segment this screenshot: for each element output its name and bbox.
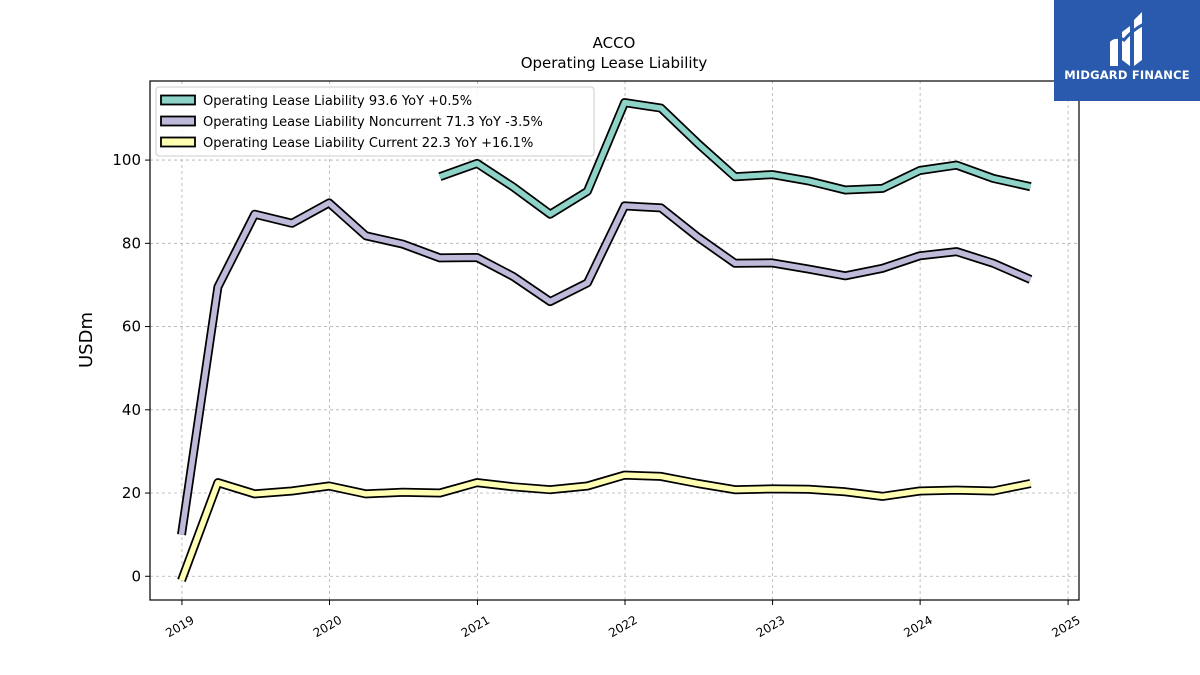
series-line-0 <box>438 99 1032 217</box>
x-tick-label: 2022 <box>606 613 639 640</box>
legend-swatch <box>160 94 196 106</box>
legend-swatch <box>160 115 196 127</box>
plot-frame <box>149 80 1080 601</box>
brand-logo: MIDGARD FINANCE <box>1054 0 1200 101</box>
chart-subtitle: Operating Lease Liability <box>521 54 708 72</box>
legend-label: Operating Lease Liability Current 22.3 Y… <box>203 136 533 151</box>
logo-mark-icon <box>1102 12 1149 66</box>
legend-box <box>155 86 595 157</box>
grid <box>150 81 1079 600</box>
legend: Operating Lease Liability 93.6 YoY +0.5%… <box>155 86 595 157</box>
x-tick-label: 2025 <box>1049 613 1082 640</box>
series-lines <box>177 98 1033 582</box>
x-tick-label: 2023 <box>754 613 787 640</box>
legend-label: Operating Lease Liability 93.6 YoY +0.5% <box>203 94 472 109</box>
y-tick-label: 40 <box>122 401 141 419</box>
series-line-2 <box>178 472 1032 582</box>
logo-text: MIDGARD FINANCE <box>1064 68 1190 82</box>
x-tick-label: 2020 <box>311 613 344 640</box>
axes: 0 20 40 60 80 100 2019 2020 2021 2022 2023 2024 2025 <box>112 151 1082 640</box>
legend-label: Operating Lease Liability Noncurrent 71.… <box>203 115 543 130</box>
y-tick-label: 60 <box>122 318 141 336</box>
x-tick-label: 2019 <box>163 613 196 640</box>
y-tick-label: 80 <box>122 234 141 252</box>
y-tick-label: 0 <box>131 567 141 585</box>
x-tick-label: 2021 <box>459 613 492 640</box>
chart-title: ACCO <box>593 34 636 52</box>
y-tick-label: 100 <box>112 151 141 169</box>
x-tick-label: 2024 <box>901 613 934 640</box>
y-tick-label: 20 <box>122 484 141 502</box>
y-axis-label: USDm <box>76 312 97 368</box>
series-line-1 <box>178 200 1032 536</box>
legend-swatch <box>160 136 196 148</box>
